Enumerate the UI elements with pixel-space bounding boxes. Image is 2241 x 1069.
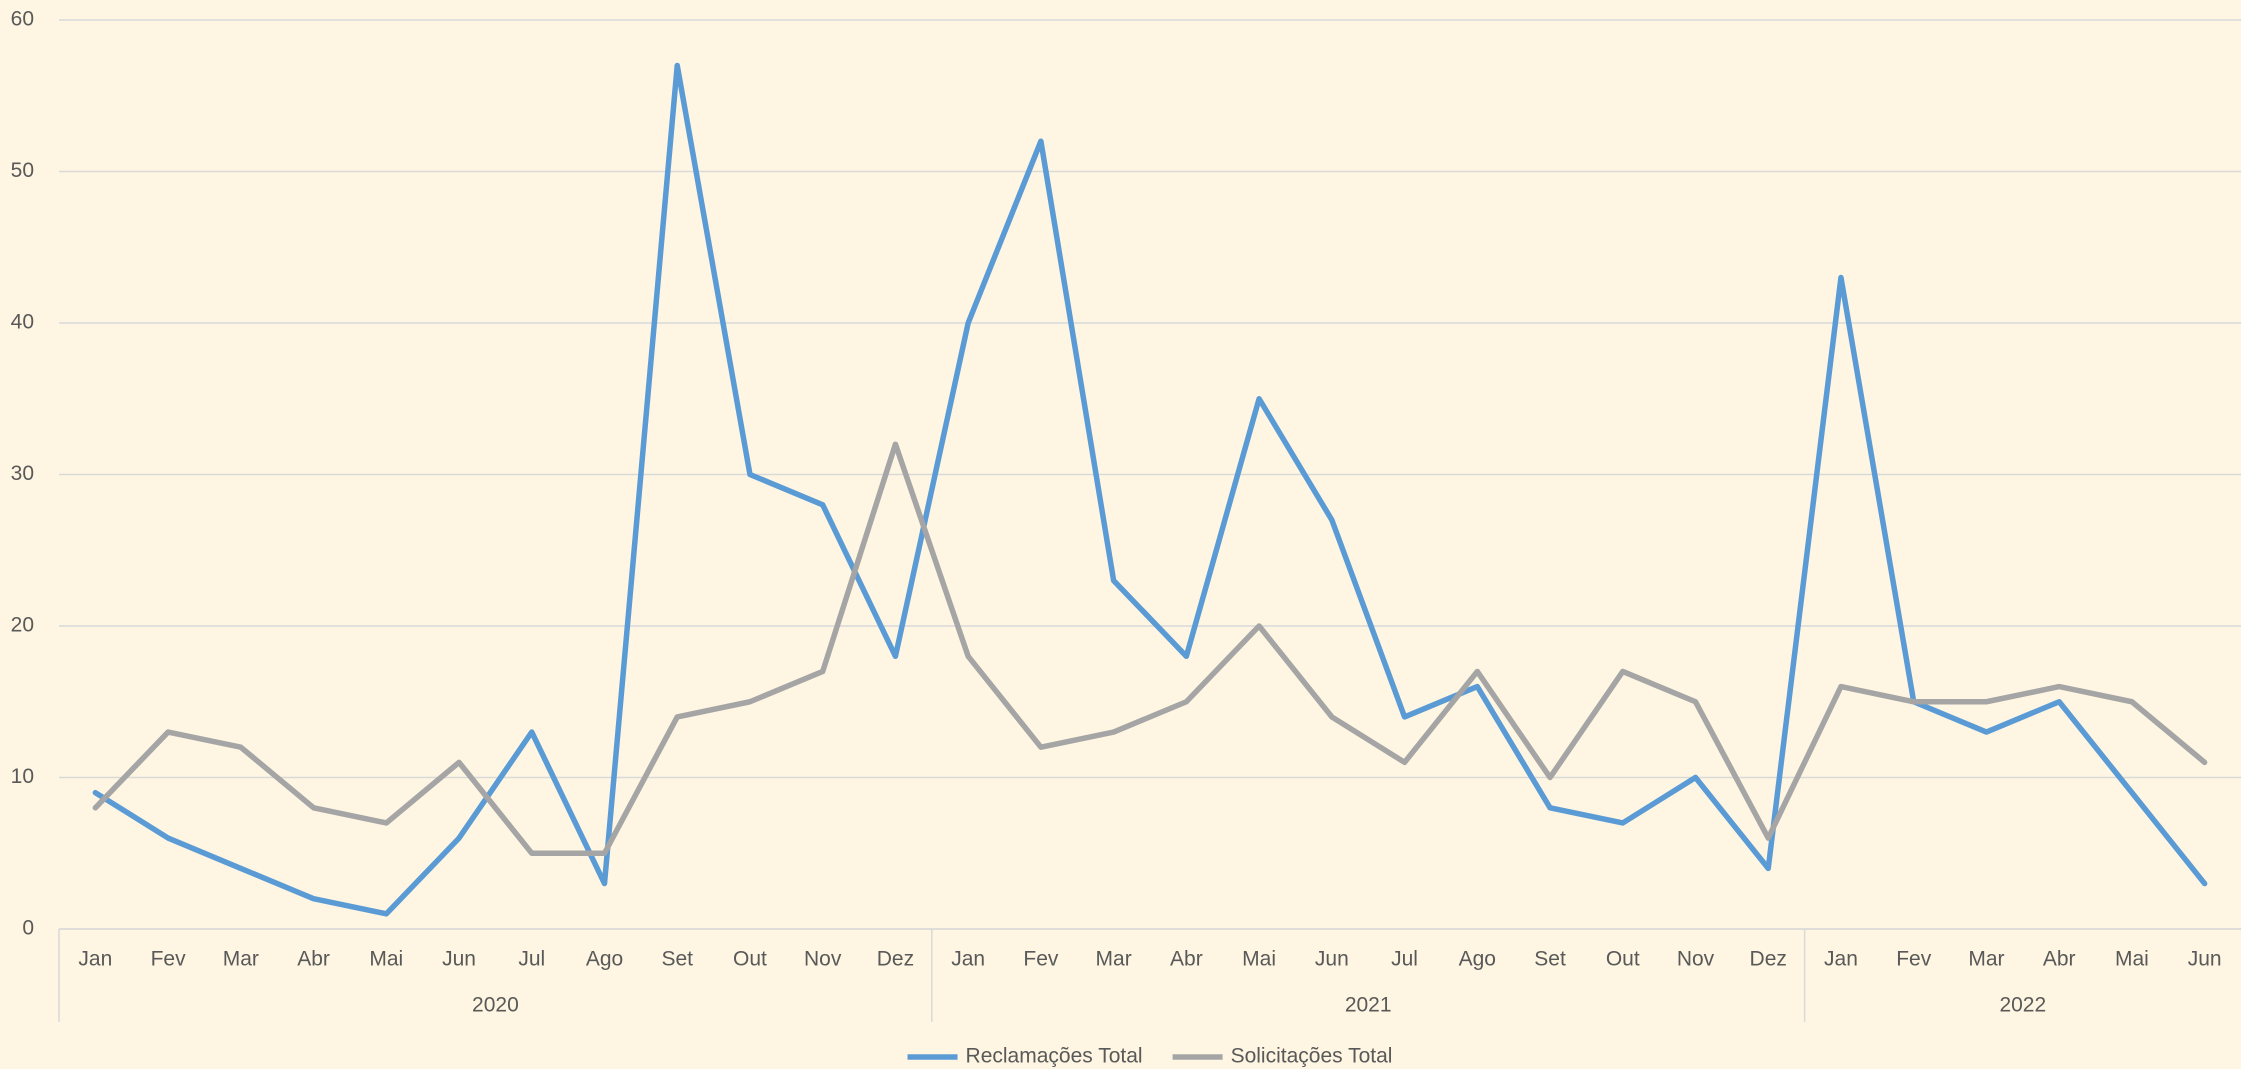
x-group-label: 2021 bbox=[1345, 994, 1392, 1017]
x-tick-label: Set bbox=[661, 948, 693, 971]
x-tick-label: Out bbox=[1606, 948, 1640, 971]
legend-label: Solicitações Total bbox=[1231, 1045, 1393, 1068]
x-tick-label: Mar bbox=[223, 948, 259, 971]
y-tick-label: 10 bbox=[11, 765, 34, 788]
x-tick-label: Nov bbox=[1677, 948, 1715, 971]
x-tick-label: Mar bbox=[1096, 948, 1132, 971]
x-tick-label: Abr bbox=[297, 948, 330, 971]
x-tick-label: Fev bbox=[1896, 948, 1932, 971]
x-tick-label: Jan bbox=[951, 948, 985, 971]
y-tick-label: 0 bbox=[22, 917, 34, 940]
x-tick-label: Out bbox=[733, 948, 767, 971]
x-group-label: 2020 bbox=[472, 994, 519, 1017]
x-tick-label: Set bbox=[1534, 948, 1566, 971]
x-tick-label: Mai bbox=[1242, 948, 1276, 971]
x-tick-label: Jun bbox=[442, 948, 476, 971]
x-tick-label: Dez bbox=[877, 948, 914, 971]
x-tick-label: Ago bbox=[1459, 948, 1496, 971]
x-tick-label: Dez bbox=[1750, 948, 1787, 971]
x-tick-label: Fev bbox=[151, 948, 187, 971]
y-tick-label: 20 bbox=[11, 614, 34, 637]
legend-label: Reclamações Total bbox=[966, 1045, 1143, 1068]
x-tick-label: Jun bbox=[2188, 948, 2222, 971]
x-tick-label: Jan bbox=[78, 948, 112, 971]
x-tick-label: Abr bbox=[1170, 948, 1203, 971]
x-tick-label: Jan bbox=[1824, 948, 1858, 971]
x-tick-label: Abr bbox=[2043, 948, 2076, 971]
y-tick-label: 60 bbox=[11, 8, 34, 31]
x-tick-label: Mai bbox=[2115, 948, 2149, 971]
x-tick-label: Jul bbox=[518, 948, 545, 971]
y-tick-label: 30 bbox=[11, 462, 34, 485]
x-tick-label: Fev bbox=[1023, 948, 1059, 971]
y-tick-label: 40 bbox=[11, 311, 34, 334]
series-line bbox=[92, 441, 2208, 856]
x-tick-label: Jun bbox=[1315, 948, 1349, 971]
x-tick-label: Ago bbox=[586, 948, 623, 971]
x-group-label: 2022 bbox=[1999, 994, 2046, 1017]
series-line bbox=[92, 62, 2208, 917]
x-tick-label: Mar bbox=[1968, 948, 2004, 971]
x-tick-label: Nov bbox=[804, 948, 842, 971]
x-tick-label: Mai bbox=[369, 948, 403, 971]
x-tick-label: Jul bbox=[1391, 948, 1418, 971]
y-tick-label: 50 bbox=[11, 159, 34, 182]
